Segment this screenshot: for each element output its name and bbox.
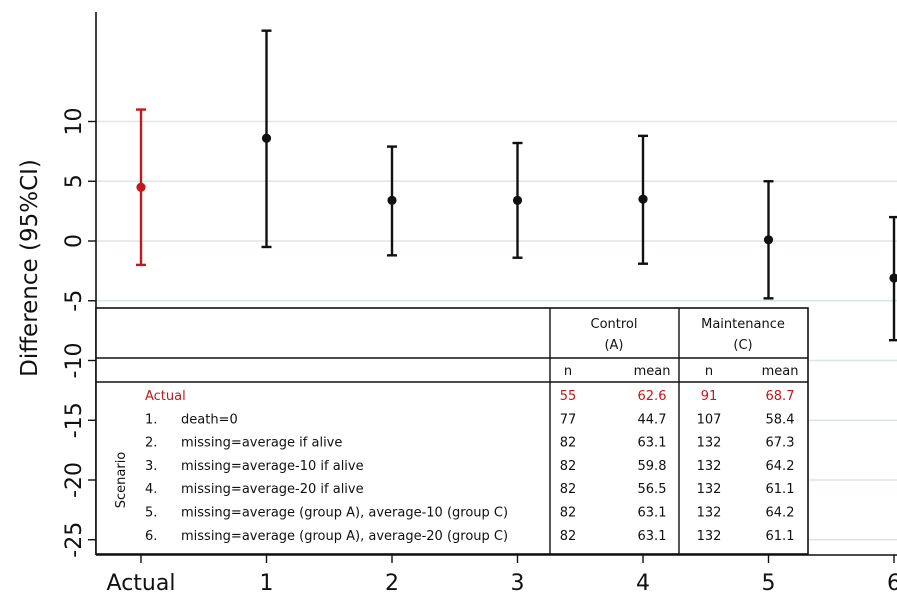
point-4 [638, 194, 648, 204]
y-tick-label-7: -25 [62, 522, 87, 558]
control-mean-cell: 63.1 [638, 436, 667, 451]
maintenance-n-cell: 132 [697, 482, 722, 497]
row-label: missing=average-10 if alive [181, 459, 364, 474]
row-label: missing=average-20 if alive [181, 482, 364, 497]
y-tick-label-4: -10 [62, 343, 87, 379]
control-mean-cell: 56.5 [638, 482, 667, 497]
maintenance-n-cell: 132 [697, 459, 722, 474]
control-mean-cell: 62.6 [638, 389, 667, 404]
table-rows: Actual 55 62.6 91 68.7 1. death=0 77 44.7 107 58.4… [145, 389, 794, 544]
scenario-label: Scenario [114, 452, 129, 509]
maintenance-mean-cell: 67.3 [766, 436, 795, 451]
marks-layer [136, 29, 897, 342]
maintenance-n-cell: 132 [697, 506, 722, 521]
control-mean-cell: 63.1 [638, 529, 667, 544]
maintenance-n-cell: 91 [701, 389, 718, 404]
x-tick-label-0: Actual [107, 571, 176, 595]
y-tick-label-6: -20 [62, 462, 87, 498]
control-mean-header: mean [634, 364, 671, 379]
data-table: Control (A) Maintenance (C) n mean n mea… [95, 307, 809, 555]
y-axis-label: Difference (95%CI) [17, 159, 43, 377]
control-header-line1: Control [591, 317, 638, 332]
row-number: 1. [145, 412, 157, 427]
point-6 [889, 273, 897, 283]
x-tick-label-5: 5 [762, 571, 776, 595]
y-tick-label-3: -5 [62, 290, 87, 312]
control-n-cell: 82 [560, 459, 577, 474]
maintenance-header-line1: Maintenance [701, 317, 785, 332]
control-header-line2: (A) [604, 338, 623, 353]
control-n-cell: 82 [560, 436, 577, 451]
x-tick-label-4: 4 [636, 571, 650, 595]
y-tick-label-1: 5 [62, 174, 87, 188]
point-2 [387, 195, 397, 205]
x-tick-label-3: 3 [511, 571, 525, 595]
maintenance-n-cell: 132 [697, 529, 722, 544]
row-number: 4. [145, 482, 157, 497]
control-n-cell: 82 [560, 529, 577, 544]
maintenance-n-cell: 132 [697, 436, 722, 451]
row-label: missing=average if alive [181, 436, 342, 451]
point-0 [136, 182, 146, 192]
maintenance-mean-cell: 61.1 [766, 482, 795, 497]
row-number: 3. [145, 459, 157, 474]
point-1 [261, 133, 272, 143]
x-tick-label-6: 6 [887, 571, 897, 595]
table-row: 2. missing=average if alive 82 63.1 132 67.3 [145, 436, 794, 451]
table-row: 5. missing=average (group A), average-10 … [145, 506, 794, 521]
row-number: 5. [145, 506, 157, 521]
table-row: 6. missing=average (group A), average-20 … [145, 529, 794, 544]
y-tick-label-2: 0 [62, 234, 87, 248]
x-tick-label-2: 2 [385, 571, 399, 595]
table-row: 1. death=0 77 44.7 107 58.4 [145, 412, 794, 427]
point-3 [512, 195, 523, 205]
control-mean-cell: 44.7 [638, 412, 667, 427]
maintenance-n-cell: 107 [697, 412, 722, 427]
row-label: missing=average (group A), average-10 (g… [181, 506, 508, 521]
row-label: death=0 [181, 412, 238, 427]
maintenance-mean-header: mean [762, 364, 799, 379]
table-row: 3. missing=average-10 if alive 82 59.8 132 64… [145, 459, 794, 474]
maintenance-mean-cell: 64.2 [766, 506, 795, 521]
maintenance-mean-cell: 58.4 [766, 412, 795, 427]
maintenance-n-header: n [705, 364, 713, 379]
point-5 [763, 235, 774, 245]
control-mean-cell: 59.8 [638, 459, 667, 474]
table-frame [95, 307, 809, 555]
control-n-header: n [564, 364, 572, 379]
row-label: missing=average (group A), average-20 (g… [181, 529, 508, 544]
control-n-cell: 55 [560, 389, 577, 404]
x-tick-label-1: 1 [260, 571, 274, 595]
table-row: Actual 55 62.6 91 68.7 [145, 389, 794, 404]
axes-layer: Difference (95%CI) 10 5 0 -5 -10 -15 -20 -25 Act… [17, 12, 897, 595]
control-n-cell: 77 [560, 412, 577, 427]
maintenance-header-line2: (C) [733, 338, 752, 353]
control-n-cell: 82 [560, 482, 577, 497]
y-tick-label-5: -15 [62, 402, 87, 438]
maintenance-mean-cell: 68.7 [766, 389, 795, 404]
maintenance-mean-cell: 61.1 [766, 529, 795, 544]
row-label: Actual [145, 389, 186, 404]
row-number: 6. [145, 529, 157, 544]
row-number: 2. [145, 436, 157, 451]
maintenance-mean-cell: 64.2 [766, 459, 795, 474]
y-tick-label-0: 10 [62, 108, 87, 136]
table-row: 4. missing=average-20 if alive 82 56.5 132 61… [145, 482, 794, 497]
control-mean-cell: 63.1 [638, 506, 667, 521]
control-n-cell: 82 [560, 506, 577, 521]
